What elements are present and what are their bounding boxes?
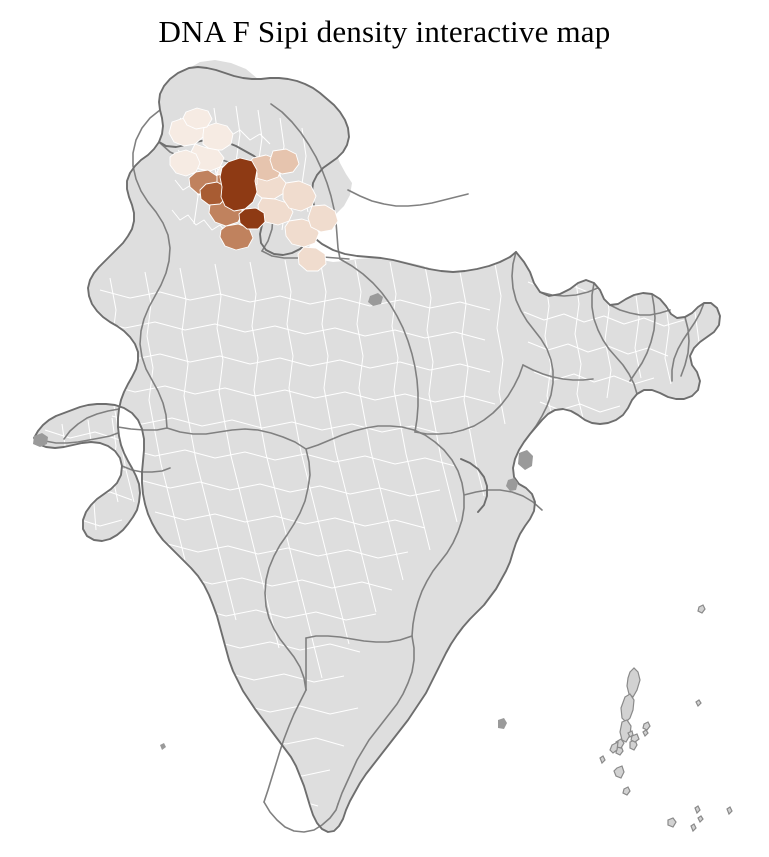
- page-title: DNA F Sipi density interactive map: [158, 14, 611, 49]
- district-srinagar-valley[interactable]: [202, 122, 234, 151]
- northeast-region: [513, 252, 720, 434]
- district-chamba[interactable]: [219, 157, 258, 212]
- district-sirmaur-south[interactable]: [297, 246, 327, 272]
- district-kangra[interactable]: [199, 181, 228, 206]
- district-kinnaur[interactable]: [307, 204, 339, 233]
- coastal-dark-fragments: [33, 293, 533, 750]
- district-chamba-tail[interactable]: [238, 207, 266, 230]
- district-kupwara[interactable]: [182, 107, 213, 130]
- district-rajouri-poonch[interactable]: [169, 149, 201, 177]
- choropleth-highlight-layer[interactable]: [168, 107, 339, 272]
- map-base-layer: [33, 60, 733, 833]
- state-boundary-network: [33, 103, 705, 833]
- india-landmass: [34, 60, 720, 832]
- district-shimla[interactable]: [282, 180, 317, 212]
- district-lahaul-spiti[interactable]: [269, 148, 300, 175]
- andaman-nicobar-islands: [599, 604, 733, 833]
